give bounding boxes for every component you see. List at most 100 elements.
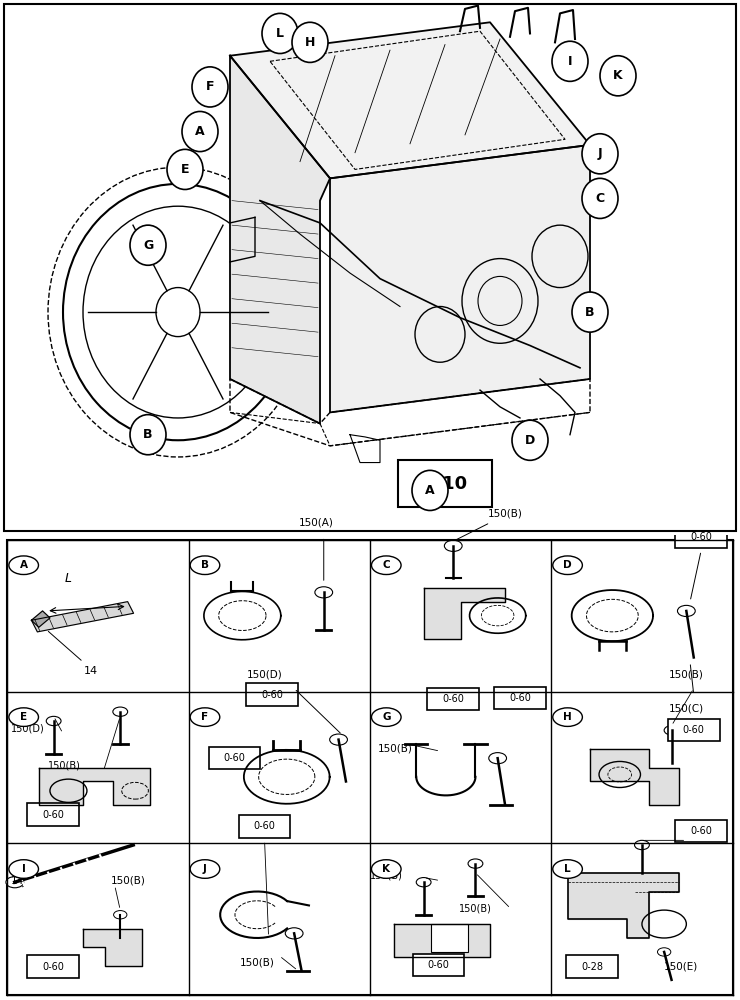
Text: 150(B): 150(B)	[459, 904, 491, 914]
Circle shape	[330, 734, 348, 745]
Text: B: B	[144, 428, 152, 441]
Circle shape	[371, 556, 401, 575]
Circle shape	[412, 470, 448, 510]
Text: I: I	[568, 55, 572, 68]
Text: 150(B): 150(B)	[488, 508, 522, 518]
Text: A: A	[425, 484, 435, 497]
Polygon shape	[32, 611, 50, 627]
FancyBboxPatch shape	[398, 460, 492, 507]
Circle shape	[167, 149, 203, 189]
Text: H: H	[563, 712, 572, 722]
Text: 0-60: 0-60	[428, 960, 449, 970]
Polygon shape	[230, 22, 590, 178]
Text: 150(D): 150(D)	[246, 670, 283, 680]
Text: 150(B): 150(B)	[669, 670, 704, 680]
Text: 150(E): 150(E)	[665, 962, 699, 972]
Circle shape	[114, 911, 127, 919]
Circle shape	[665, 726, 679, 735]
Text: L: L	[65, 572, 72, 585]
Text: 0-60: 0-60	[690, 826, 712, 836]
Polygon shape	[83, 929, 143, 966]
Text: 150(B): 150(B)	[370, 871, 403, 881]
Text: 150(B): 150(B)	[111, 876, 146, 886]
Circle shape	[112, 707, 128, 716]
Text: 0-60: 0-60	[42, 962, 64, 972]
Text: C: C	[383, 560, 390, 570]
Circle shape	[130, 415, 166, 455]
Text: 0-60: 0-60	[42, 810, 64, 820]
Text: D: D	[563, 560, 572, 570]
Text: 150(B): 150(B)	[48, 761, 81, 771]
Polygon shape	[568, 873, 679, 938]
Circle shape	[552, 41, 588, 81]
Text: 0-60: 0-60	[261, 690, 283, 700]
Circle shape	[635, 840, 650, 850]
Text: 0-28: 0-28	[581, 962, 603, 972]
Text: K: K	[383, 864, 390, 874]
Circle shape	[417, 878, 431, 887]
Text: G: G	[382, 712, 391, 722]
Circle shape	[553, 556, 582, 575]
Circle shape	[192, 67, 228, 107]
Circle shape	[9, 708, 38, 726]
Circle shape	[371, 708, 401, 726]
Text: 0-60: 0-60	[509, 693, 531, 703]
Text: J: J	[598, 147, 602, 160]
Circle shape	[468, 859, 483, 868]
Bar	[209, 747, 260, 769]
Text: C: C	[596, 192, 605, 205]
Circle shape	[315, 587, 333, 598]
Circle shape	[658, 948, 670, 956]
Circle shape	[190, 708, 220, 726]
Circle shape	[9, 556, 38, 575]
Text: 150(C): 150(C)	[669, 704, 704, 714]
Text: A: A	[20, 560, 27, 570]
Circle shape	[553, 708, 582, 726]
Bar	[27, 803, 79, 826]
Circle shape	[286, 928, 303, 939]
Polygon shape	[32, 602, 134, 632]
Text: 0-60: 0-60	[254, 821, 275, 831]
Text: E: E	[20, 712, 27, 722]
Circle shape	[445, 540, 462, 551]
Text: L: L	[565, 864, 571, 874]
Circle shape	[262, 13, 298, 53]
Bar	[675, 820, 727, 842]
Circle shape	[6, 877, 24, 888]
Polygon shape	[230, 56, 330, 424]
Circle shape	[292, 22, 328, 62]
Circle shape	[600, 56, 636, 96]
Text: B: B	[201, 560, 209, 570]
Text: F: F	[206, 80, 215, 93]
Text: H: H	[305, 36, 315, 49]
Text: 0-60: 0-60	[443, 694, 464, 704]
Polygon shape	[590, 749, 679, 805]
Text: F: F	[201, 712, 209, 722]
Text: D: D	[525, 434, 535, 447]
Text: 0-60: 0-60	[683, 725, 704, 735]
Circle shape	[489, 753, 507, 764]
Bar	[566, 955, 618, 978]
Circle shape	[130, 225, 166, 265]
Bar	[494, 687, 546, 709]
Text: 14: 14	[11, 876, 24, 886]
Circle shape	[47, 716, 61, 726]
Text: 0-60: 0-60	[690, 532, 712, 542]
Polygon shape	[424, 588, 505, 639]
Bar	[431, 924, 468, 952]
Bar	[246, 683, 298, 706]
Circle shape	[190, 860, 220, 878]
Text: E: E	[181, 163, 189, 176]
Text: G: G	[143, 239, 153, 252]
Text: 8-10: 8-10	[423, 475, 468, 493]
Text: 150(B): 150(B)	[240, 958, 275, 968]
Text: A: A	[195, 125, 205, 138]
Text: B: B	[585, 306, 595, 319]
Bar	[428, 688, 480, 710]
Bar	[238, 815, 290, 838]
Circle shape	[512, 420, 548, 460]
Circle shape	[9, 860, 38, 878]
Text: 0-60: 0-60	[223, 753, 246, 763]
Circle shape	[553, 860, 582, 878]
Text: 150(B): 150(B)	[377, 744, 412, 754]
